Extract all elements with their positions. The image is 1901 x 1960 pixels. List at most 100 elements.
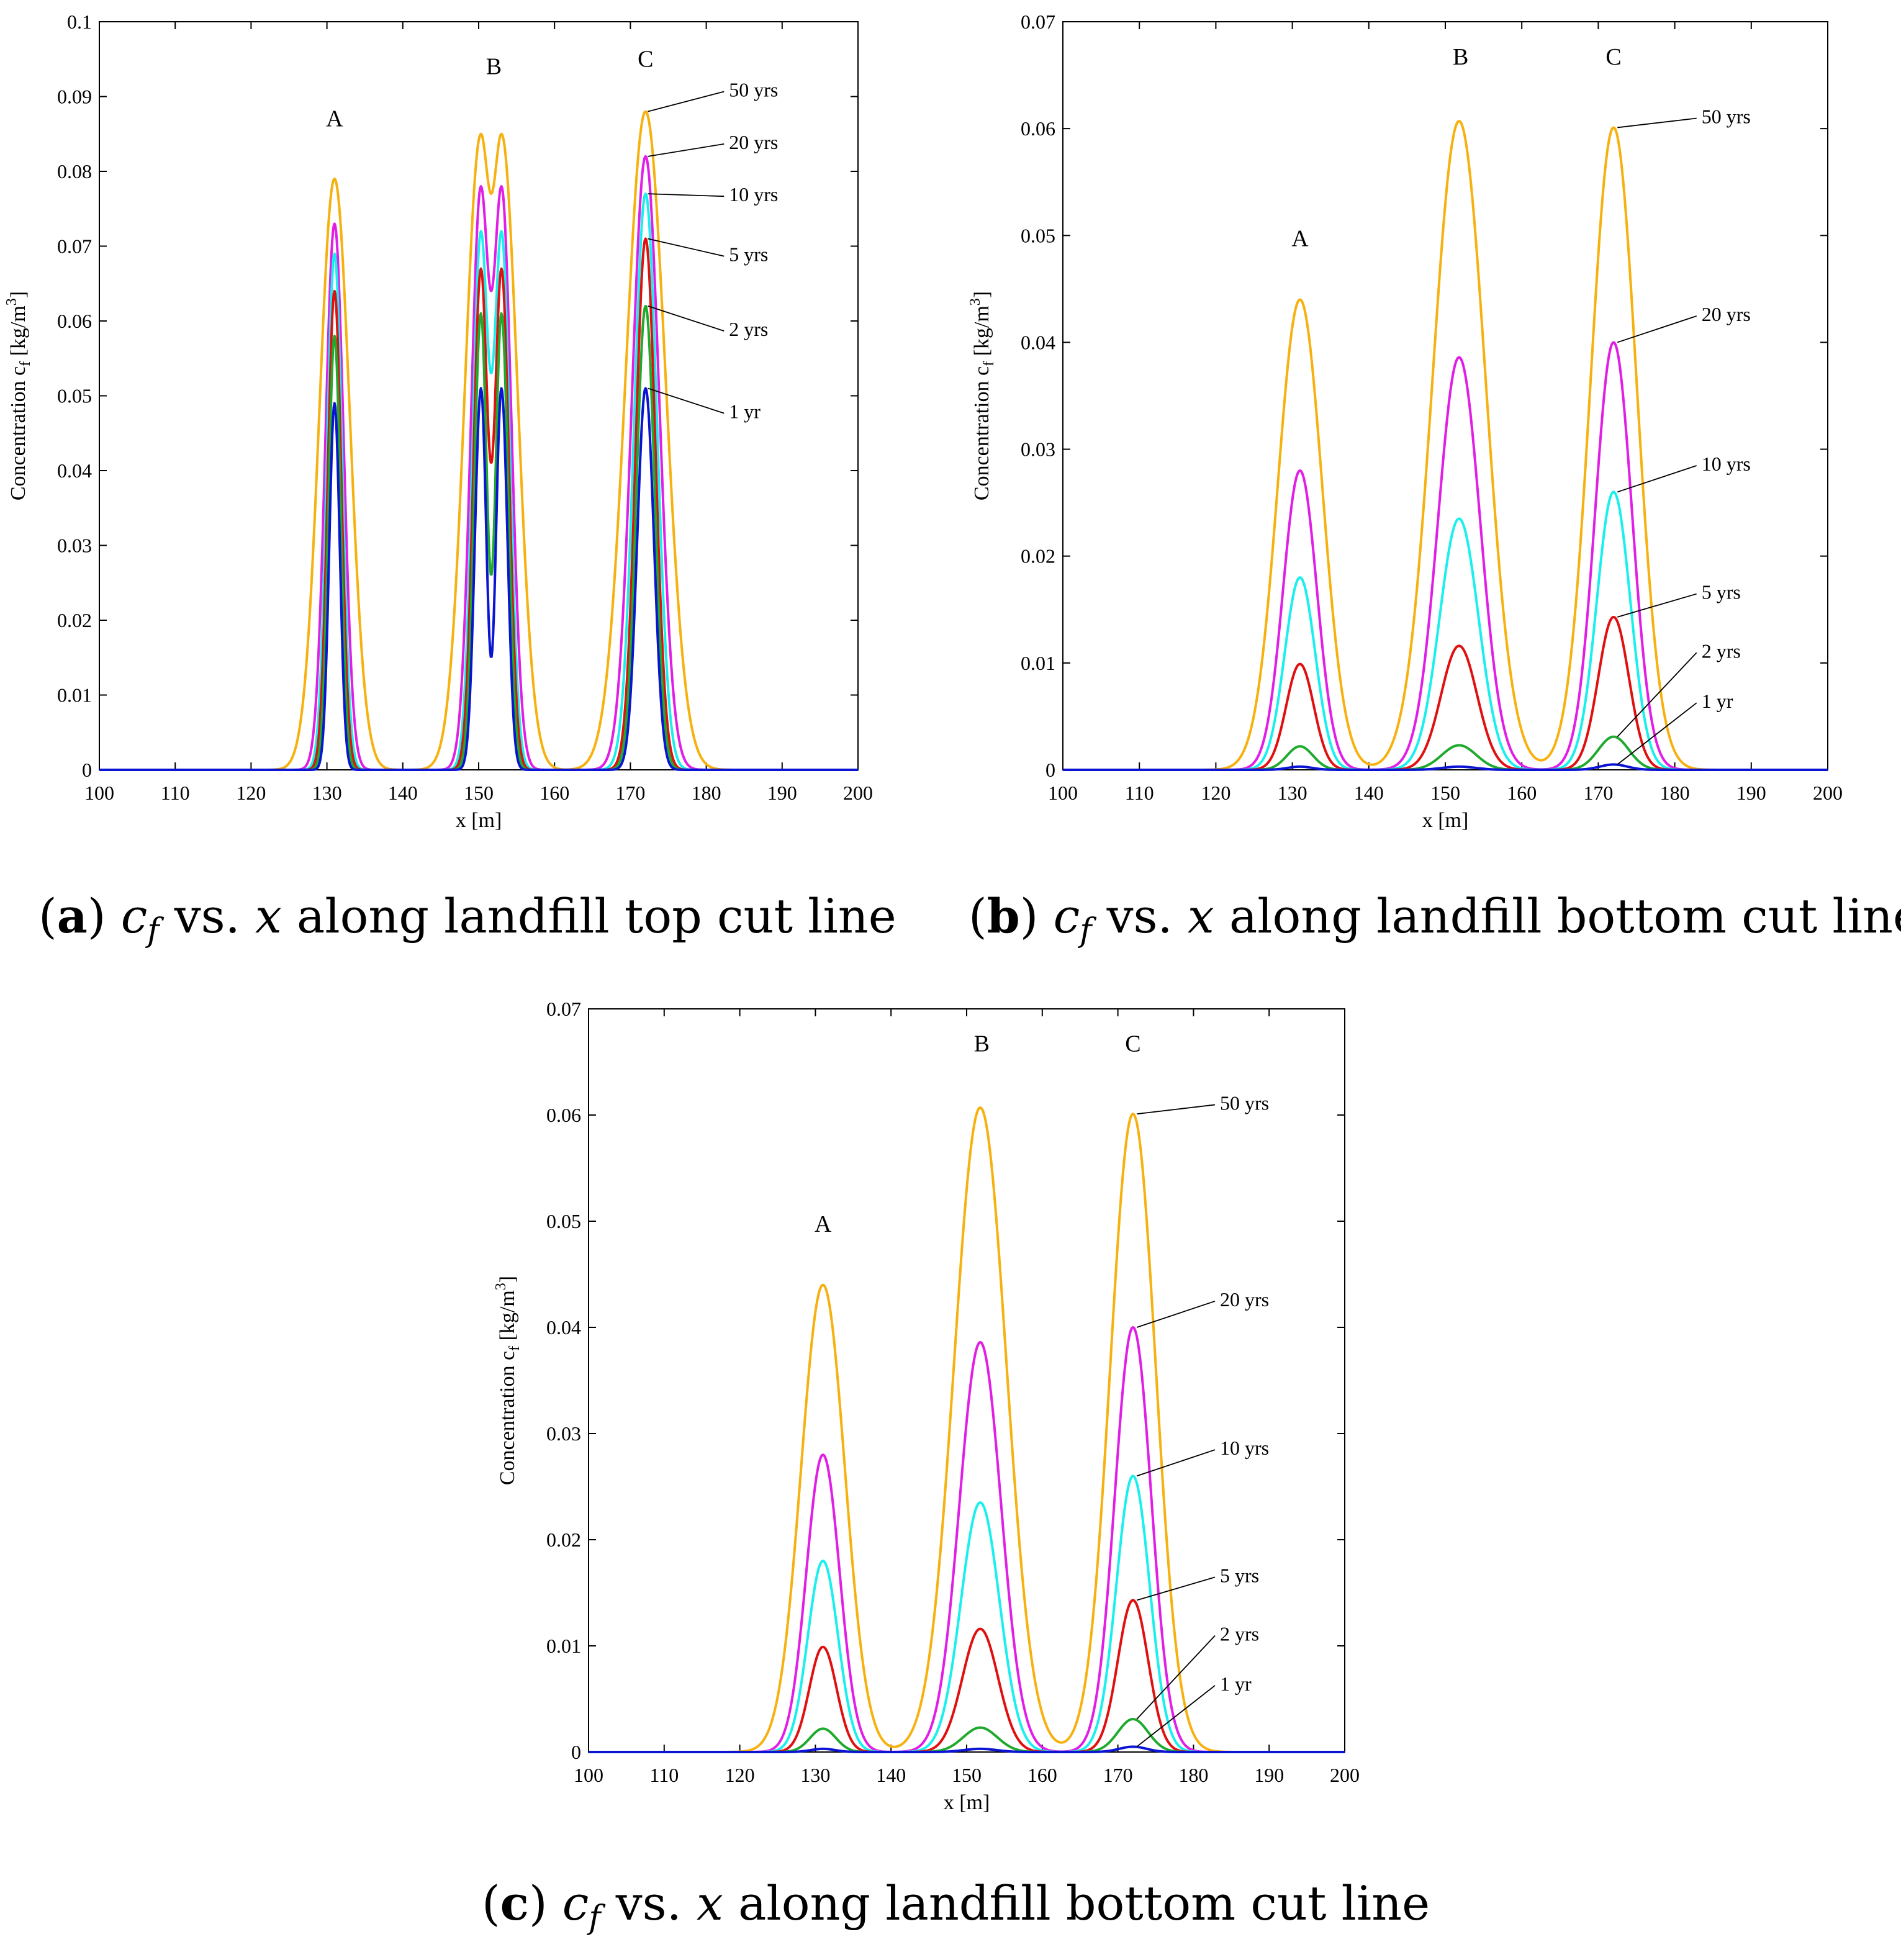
annotation-arrow	[648, 91, 725, 112]
x-tick-label: 110	[1125, 782, 1154, 804]
y-tick-label: 0.06	[546, 1104, 581, 1126]
y-axis-label-sup: 3	[493, 1283, 509, 1290]
peak-label-B: B	[486, 53, 502, 79]
x-tick-label: 200	[843, 782, 873, 804]
y-tick-label: 0.04	[546, 1316, 581, 1339]
annotation-arrow	[1617, 465, 1697, 493]
y-tick-label: 0.07	[57, 235, 92, 258]
y-tick-label: 0.01	[57, 684, 92, 707]
y-axis-label: Concentration cf [kg/m3]	[967, 291, 997, 500]
chart-a: 100 110 120 130 140 150 160 170 180 190 200 0 0.01 0.…	[4, 11, 873, 832]
y-tick-label: 0.04	[1021, 331, 1055, 353]
y-tick-label: 0.01	[1021, 652, 1055, 674]
x-tick-label: 190	[767, 782, 797, 804]
annotation-arrow	[1136, 1449, 1216, 1477]
x-axis-label: x [m]	[944, 1791, 990, 1814]
annotation-arrow	[648, 305, 725, 332]
y-axis-label-sub: f	[507, 1346, 523, 1351]
y-tick-label: 0.02	[1021, 545, 1055, 567]
x-tick-label: 200	[1330, 1764, 1360, 1786]
x-tick-label: 170	[1103, 1764, 1133, 1786]
series-annotation-label: 50 yrs	[1220, 1091, 1269, 1114]
series-annotation-label: 50 yrs	[729, 79, 778, 101]
series-annotation-label: 50 yrs	[1702, 106, 1751, 128]
series-line-10-yrs	[1062, 490, 1828, 771]
annotation-arrow	[1136, 1635, 1216, 1720]
x-tick-label: 180	[1660, 782, 1690, 804]
x-tick-label: 120	[725, 1764, 755, 1786]
x-tick-label: 120	[236, 782, 266, 804]
peak-label-A: A	[1291, 226, 1309, 252]
x-tick-label: 110	[161, 782, 190, 804]
y-axis-label-sup: 3	[4, 298, 20, 305]
series-line-10-yrs	[588, 1475, 1345, 1753]
y-axis-label-main: Concentration c	[7, 366, 30, 500]
series-line-1-yr	[99, 387, 859, 771]
series-annotation-label: 10 yrs	[1220, 1437, 1269, 1459]
y-tick-label: 0	[82, 759, 92, 781]
annotation-arrow	[648, 387, 725, 414]
x-tick-label: 100	[574, 1764, 603, 1786]
y-tick-label: 0.1	[67, 11, 92, 33]
x-tick-label: 180	[692, 782, 721, 804]
y-axis-label-sub: f	[17, 361, 34, 366]
annotation-arrow	[1136, 1300, 1216, 1328]
annotation-arrow	[1617, 117, 1697, 129]
series-annotation-label: 1 yr	[1220, 1673, 1252, 1695]
caption-a: (a) cf vs. x along landfill top cut line	[38, 888, 896, 949]
series-annotation-label: 10 yrs	[1702, 453, 1751, 475]
y-tick-label: 0.05	[1021, 224, 1055, 246]
series-annotation-label: 20 yrs	[1702, 303, 1751, 325]
x-tick-label: 140	[876, 1764, 906, 1786]
x-tick-label: 140	[388, 782, 418, 804]
peak-label-C: C	[638, 46, 653, 72]
y-axis-label-sub: f	[981, 361, 997, 366]
y-axis-label-end: ]	[970, 291, 993, 298]
x-tick-label: 130	[312, 782, 342, 804]
annotation-arrow	[648, 193, 725, 197]
x-tick-label: 100	[84, 782, 114, 804]
peak-label-A: A	[815, 1211, 832, 1237]
y-tick-label: 0.05	[546, 1210, 581, 1232]
x-tick-label: 190	[1254, 1764, 1284, 1786]
annotation-arrow	[648, 238, 725, 257]
y-axis-label-unit: [kg/m	[7, 305, 30, 361]
y-tick-label: 0.04	[57, 459, 92, 482]
x-tick-label: 110	[649, 1764, 679, 1786]
y-axis-label-unit: [kg/m	[970, 305, 993, 361]
peak-label-C: C	[1605, 44, 1621, 70]
y-tick-label: 0.06	[57, 310, 92, 332]
series-annotation-label: 20 yrs	[729, 131, 778, 153]
series-annotation-label: 10 yrs	[729, 183, 778, 205]
y-axis-label-end: ]	[496, 1276, 519, 1283]
x-tick-label: 150	[464, 782, 494, 804]
y-tick-label: 0.08	[57, 160, 92, 183]
x-tick-label: 130	[1278, 782, 1307, 804]
x-axis-label: x [m]	[456, 809, 502, 832]
series-line-2-yrs	[99, 304, 859, 771]
y-tick-label: 0.02	[546, 1529, 581, 1551]
chart-c: 100 110 120 130 140 150 160 170 180 190 200 0 0.01 0.…	[493, 998, 1360, 1814]
series-annotation-label: 2 yrs	[1702, 639, 1741, 662]
x-tick-label: 160	[540, 782, 569, 804]
y-tick-label: 0.09	[57, 86, 92, 108]
annotation-arrow	[1136, 1104, 1216, 1115]
series-annotation-label: 1 yr	[729, 400, 761, 423]
y-axis-label-sup: 3	[967, 298, 983, 305]
annotation-arrow	[1617, 702, 1697, 765]
caption-c: (c) cf vs. x along landfill bottom cut l…	[482, 1876, 1430, 1936]
y-axis-label-main: Concentration c	[496, 1351, 519, 1485]
y-axis-label-unit: [kg/m	[496, 1290, 519, 1346]
x-tick-label: 150	[952, 1764, 982, 1786]
y-axis-label-main: Concentration c	[970, 366, 993, 500]
annotation-arrow	[648, 143, 725, 157]
x-tick-label: 170	[1583, 782, 1613, 804]
x-tick-label: 160	[1027, 1764, 1057, 1786]
annotation-arrow	[1136, 1576, 1216, 1601]
series-annotation-label: 1 yr	[1702, 690, 1733, 712]
x-tick-label: 120	[1201, 782, 1230, 804]
series-annotation-label: 5 yrs	[729, 243, 768, 266]
y-tick-label: 0.03	[57, 535, 92, 557]
x-tick-label: 130	[800, 1764, 830, 1786]
